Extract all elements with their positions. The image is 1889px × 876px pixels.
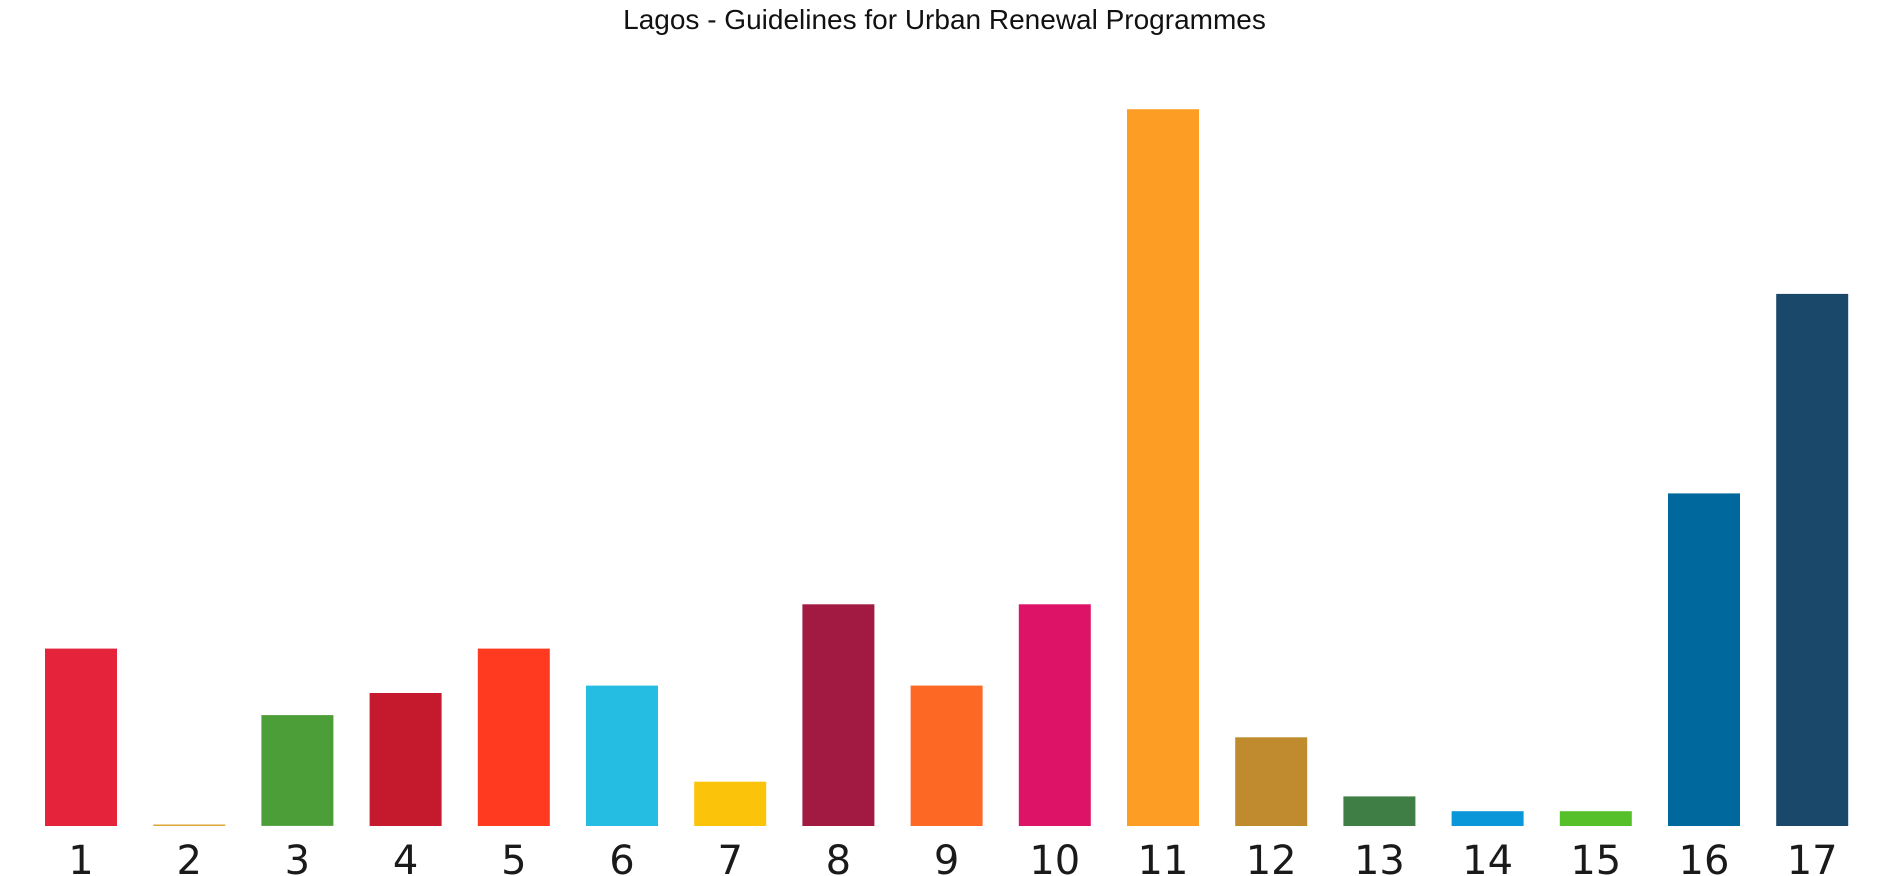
x-tick-label-15: 15 (1570, 838, 1621, 876)
bar-11 (1127, 109, 1199, 826)
bar-16 (1668, 493, 1740, 826)
bar-1 (45, 648, 117, 826)
x-tick-label-5: 5 (501, 838, 526, 876)
x-tick-label-6: 6 (609, 838, 634, 876)
x-tick-label-8: 8 (826, 838, 851, 876)
x-tick-label-13: 13 (1354, 838, 1405, 876)
bar-8 (802, 604, 875, 826)
bar-13 (1343, 796, 1416, 826)
x-tick-label-16: 16 (1679, 838, 1730, 876)
x-tick-label-4: 4 (393, 838, 418, 876)
x-tick-label-3: 3 (285, 838, 310, 876)
x-tick-label-10: 10 (1029, 838, 1080, 876)
bars-group (45, 109, 1849, 826)
bar-10 (1018, 604, 1091, 826)
bar-14 (1451, 811, 1524, 826)
x-tick-label-1: 1 (68, 838, 93, 876)
x-tick-label-14: 14 (1462, 838, 1513, 876)
x-tick-label-12: 12 (1246, 838, 1297, 876)
bar-2 (153, 824, 226, 826)
bar-9 (910, 685, 983, 826)
x-tick-label-17: 17 (1787, 838, 1838, 876)
chart-title: Lagos - Guidelines for Urban Renewal Pro… (623, 4, 1266, 35)
x-tick-label-7: 7 (717, 838, 742, 876)
x-tick-label-9: 9 (934, 838, 959, 876)
x-tick-label-2: 2 (176, 838, 201, 876)
x-tick-label-11: 11 (1138, 838, 1189, 876)
bar-12 (1235, 737, 1308, 826)
bar-17 (1776, 293, 1849, 826)
bar-7 (694, 781, 767, 826)
bar-4 (369, 693, 442, 826)
bar-15 (1559, 811, 1632, 826)
x-tick-labels: 1 2 3 4 5 6 7 8 9 10 11 12 13 14 15 16 17 (68, 838, 1837, 876)
bar-6 (586, 685, 658, 826)
bar-5 (477, 648, 550, 826)
bar-3 (261, 715, 334, 826)
